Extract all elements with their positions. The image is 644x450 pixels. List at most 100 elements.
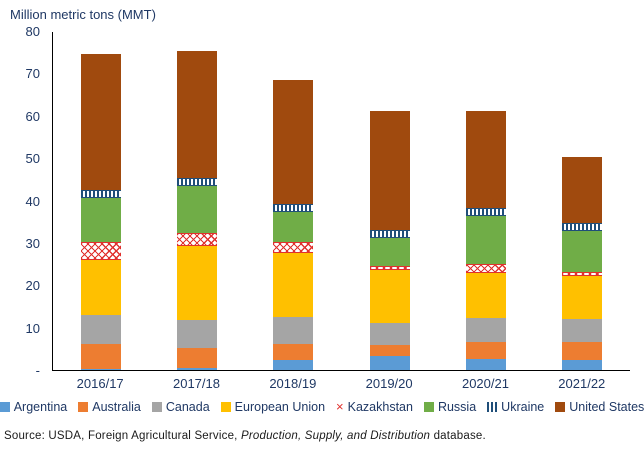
bar-slot-2019-20 <box>342 32 438 370</box>
y-tick-label-60: 60 <box>25 108 40 124</box>
bar-segment-ukraine <box>369 230 410 239</box>
x-axis-label-2017-18: 2017/18 <box>172 376 220 391</box>
legend-swatch-kazakhstan-icon: × <box>336 399 344 414</box>
bar-segment-united-states <box>465 111 506 209</box>
bar-segment-kazakhstan <box>369 265 410 271</box>
bar-segment-argentina <box>465 358 506 370</box>
bar-segment-argentina <box>81 368 122 370</box>
bar-segment-australia <box>81 344 122 369</box>
bar-segment-european-union <box>177 246 218 320</box>
x-axis-label-2018-19: 2018/19 <box>269 376 317 391</box>
legend-label-ukraine: Ukraine <box>501 400 545 414</box>
bar-segment-argentina <box>273 360 314 370</box>
bar-segment-ukraine <box>273 203 314 213</box>
bar-segment-kazakhstan <box>177 233 218 247</box>
bar-segment-russia <box>81 198 122 243</box>
legend-item-russia: Russia <box>423 400 477 414</box>
x-axis-label-2019-20: 2019/20 <box>365 376 413 391</box>
bar-segment-united-states <box>177 51 218 179</box>
bar-slot-2021-22 <box>534 32 630 370</box>
y-tick-label-80: 80 <box>25 24 40 39</box>
legend-label-argentina: Argentina <box>13 400 68 414</box>
bar-segment-argentina <box>369 355 410 370</box>
bar-segment-ukraine <box>177 178 218 186</box>
bar-segment-united-states <box>561 156 602 223</box>
y-tick-label-30: 30 <box>25 235 40 251</box>
plot-area <box>52 32 630 371</box>
y-tick-label-40: 40 <box>25 193 40 209</box>
x-axis-label-2020-21: 2020/21 <box>461 376 509 391</box>
bar-segment-canada <box>465 317 506 343</box>
bar-segment-kazakhstan <box>561 272 602 277</box>
stacked-bar-2020-21 <box>465 111 506 370</box>
bar-segment-australia <box>465 342 506 359</box>
bar-segment-argentina <box>561 360 602 370</box>
bar-segment-canada <box>81 314 122 345</box>
legend-item-european-union: European Union <box>220 400 326 414</box>
legend-label-canada: Canada <box>165 400 210 414</box>
bar-segment-russia <box>465 216 506 265</box>
bar-segment-kazakhstan <box>81 242 122 260</box>
source-prefix: Source: USDA, Foreign Agricultural Servi… <box>4 430 241 442</box>
legend-swatch-ukraine-icon <box>487 402 498 412</box>
bar-segment-kazakhstan <box>273 242 314 254</box>
bar-segment-argentina <box>177 367 218 370</box>
y-tick-label-50: 50 <box>25 151 40 167</box>
bar-slot-2018-19 <box>245 32 341 370</box>
stacked-bar-2016-17 <box>81 54 122 370</box>
stacked-bar-2018-19 <box>273 79 314 370</box>
x-axis-label-2021-22: 2021/22 <box>558 376 606 391</box>
bar-segment-canada <box>561 318 602 343</box>
legend-item-united-states: United States <box>555 400 644 414</box>
bar-segment-australia <box>561 342 602 361</box>
x-axis-labels: 2016/17 2017/18 2018/19 2019/20 2020/21 2021/… <box>52 376 630 391</box>
bar-segment-united-states <box>81 54 122 190</box>
legend-item-argentina: Argentina <box>0 400 67 414</box>
chart-title: Million metric tons (MMT) <box>10 7 156 22</box>
source-suffix: database. <box>430 430 486 442</box>
bar-slot-2017-18 <box>149 32 245 370</box>
stacked-bar-2019-20 <box>369 110 410 370</box>
y-axis: 80 70 60 50 40 30 20 10 - <box>0 24 46 378</box>
legend-label-russia: Russia <box>437 400 477 414</box>
stacked-bar-2021-22 <box>561 156 602 370</box>
source-database-name: Production, Supply, and Distribution <box>240 430 431 442</box>
legend-item-ukraine: Ukraine <box>487 400 544 414</box>
legend-swatch-canada-icon <box>151 402 162 412</box>
bar-segment-european-union <box>465 273 506 318</box>
bar-segment-ukraine <box>81 189 122 199</box>
legend-label-united-states: United States <box>569 400 644 414</box>
bar-slot-2016-17 <box>53 32 149 370</box>
legend-swatch-argentina-icon <box>0 402 10 412</box>
bar-segment-russia <box>369 238 410 266</box>
legend-label-european-union: European Union <box>234 400 326 414</box>
bar-segment-european-union <box>273 253 314 318</box>
y-tick-label-10: 10 <box>25 320 40 336</box>
bar-segment-ukraine <box>465 208 506 217</box>
bar-segment-european-union <box>561 276 602 319</box>
bar-segment-european-union <box>81 259 122 315</box>
bar-segment-canada <box>369 322 410 346</box>
legend-swatch-united-states-icon <box>555 402 566 412</box>
bar-segment-australia <box>369 345 410 356</box>
bar-segment-european-union <box>369 270 410 323</box>
y-tick-label-70: 70 <box>25 66 40 82</box>
legend-item-kazakhstan: × Kazakhstan <box>336 400 413 414</box>
legend: Argentina Australia Canada European Union × K… <box>0 400 644 414</box>
bar-slot-2020-21 <box>438 32 534 370</box>
legend-swatch-australia-icon <box>78 402 89 412</box>
legend-item-australia: Australia <box>78 400 141 414</box>
bar-segment-russia <box>561 231 602 273</box>
bar-segment-ukraine <box>561 222 602 232</box>
source-note: Source: USDA, Foreign Agricultural Servi… <box>4 430 640 442</box>
legend-item-canada: Canada <box>151 400 210 414</box>
bar-segment-australia <box>273 343 314 361</box>
x-axis-label-2016-17: 2016/17 <box>76 376 124 391</box>
y-tick-label--: - <box>35 363 40 378</box>
bar-segment-australia <box>177 347 218 368</box>
stacked-bar-2017-18 <box>177 51 218 370</box>
bar-segment-russia <box>273 212 314 243</box>
bar-segment-canada <box>273 317 314 344</box>
bar-segment-russia <box>177 185 218 234</box>
